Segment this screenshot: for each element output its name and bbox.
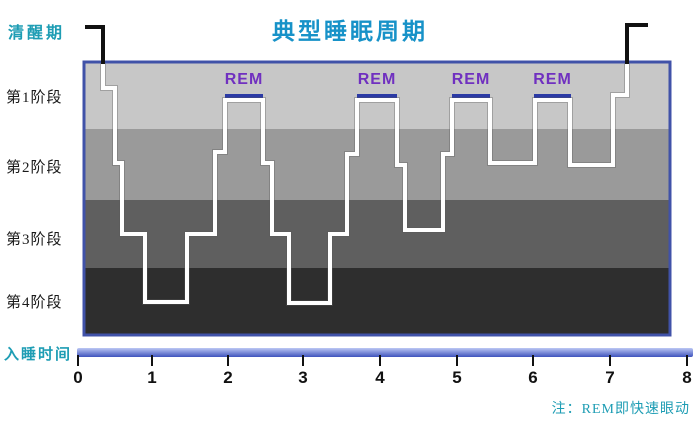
x-tick-label-7: 7 (605, 368, 615, 387)
stage-label-2: 第2阶段 (6, 160, 63, 176)
chart-title: 典型睡眠周期 (272, 18, 428, 44)
rem-label-1: REM (224, 71, 264, 88)
x-tick-label-1: 1 (147, 368, 157, 387)
stage-label-3: 第3阶段 (6, 232, 63, 248)
chart-box-border (82, 60, 672, 337)
sleep-onset-label: 入睡时间 (4, 347, 73, 363)
rem-underline-4 (534, 94, 571, 98)
x-tick-label-8: 8 (682, 368, 692, 387)
sleep-stage-line (101, 62, 629, 305)
awake-bracket-end (625, 23, 648, 64)
x-tick-label-6: 6 (528, 368, 538, 387)
awake-stage-label: 清醒期 (8, 25, 66, 42)
stage-label-1: 第1阶段 (6, 90, 63, 106)
x-tick-label-5: 5 (452, 368, 462, 387)
rem-label-4: REM (533, 71, 572, 88)
rem-underline-1 (225, 94, 263, 98)
rem-footnote: 注：REM即快速眼动 (551, 402, 690, 417)
x-tick-label-2: 2 (223, 368, 233, 387)
awake-bracket-start (85, 25, 105, 64)
x-tick-label-0: 0 (73, 368, 83, 387)
x-tick-label-4: 4 (375, 368, 385, 387)
stage-band-3 (84, 200, 670, 268)
stage-label-4: 第4阶段 (6, 295, 63, 311)
rem-underline-3 (452, 94, 490, 98)
rem-label-3: REM (451, 71, 491, 88)
time-axis-bar (77, 348, 693, 357)
rem-label-2: REM (357, 71, 397, 88)
rem-underline-2 (357, 94, 397, 98)
x-tick-label-3: 3 (298, 368, 308, 387)
